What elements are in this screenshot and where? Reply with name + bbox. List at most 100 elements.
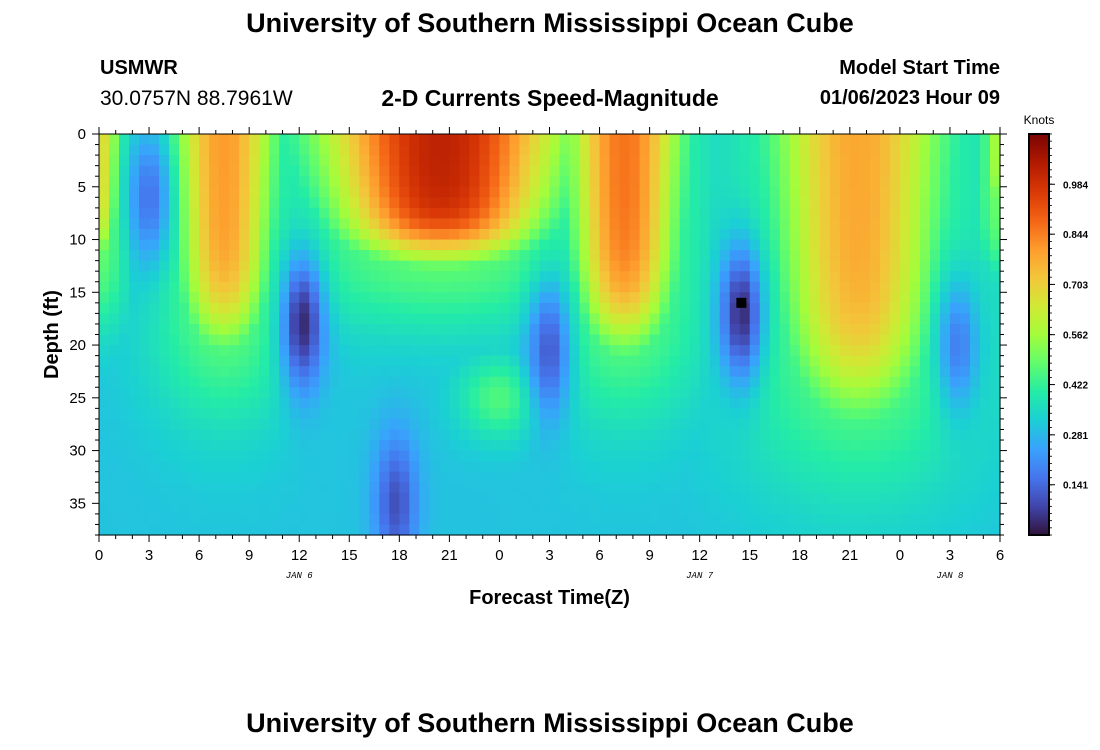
heat-cell (779, 144, 791, 156)
heat-cell (739, 134, 751, 146)
heat-cell (169, 440, 180, 452)
heat-cell (709, 165, 721, 177)
heat-cell (789, 376, 801, 388)
heat-cell (959, 524, 971, 536)
heat-cell (159, 281, 170, 293)
heat-cell (879, 513, 891, 526)
heat-cell (439, 503, 450, 515)
heat-cell (699, 471, 711, 483)
heat-cell (449, 228, 460, 241)
heat-cell (479, 482, 491, 494)
heat-cell (669, 250, 681, 262)
heat-cell (869, 292, 881, 304)
heat-cell (729, 186, 741, 198)
heat-cell (899, 513, 911, 526)
heat-cell (459, 397, 471, 409)
heat-cell (729, 482, 741, 494)
heat-cell (769, 387, 781, 399)
heat-cell (609, 387, 621, 399)
heat-cell (559, 429, 571, 441)
heat-cell (249, 302, 260, 314)
heat-cell (169, 250, 180, 262)
heat-cell (519, 176, 531, 188)
heat-cell (729, 176, 741, 188)
heat-cell (349, 155, 360, 167)
heat-cell (829, 302, 841, 314)
heat-cell (879, 355, 891, 367)
heat-cell (229, 482, 240, 494)
heat-cell (99, 176, 110, 188)
heat-cell (969, 239, 981, 251)
heat-cell (239, 387, 250, 399)
heat-cell (639, 176, 651, 188)
heat-cell (909, 524, 921, 536)
heat-cell (169, 482, 180, 494)
heat-cell (489, 302, 501, 314)
heat-cell (929, 165, 941, 177)
heat-cell (659, 376, 671, 388)
heat-cell (789, 513, 801, 526)
heat-cell (399, 260, 410, 272)
heat-cell (529, 134, 541, 146)
heat-cell (369, 366, 380, 378)
heat-cell (139, 355, 150, 367)
heat-cell (399, 408, 410, 420)
heat-cell (779, 503, 791, 515)
heat-cell (329, 260, 340, 272)
heat-cell (279, 440, 290, 452)
heat-cell (729, 144, 741, 156)
heat-cell (769, 302, 781, 314)
heat-cell (919, 218, 931, 230)
heat-cell (309, 144, 320, 156)
heat-cell (879, 397, 891, 409)
heat-cell (199, 271, 210, 283)
x-tick-label: 12 (291, 547, 308, 564)
heat-cell (949, 429, 961, 441)
heat-cell (169, 429, 180, 441)
heat-cell (959, 260, 971, 272)
heat-cell (629, 323, 641, 336)
heat-cell (649, 355, 661, 367)
heat-cell (409, 387, 420, 399)
heat-cell (919, 345, 931, 357)
heat-cell (899, 450, 911, 462)
heat-cell (949, 134, 961, 146)
heat-cell (799, 165, 811, 177)
heat-cell (249, 239, 260, 251)
heat-cell (419, 281, 430, 293)
heat-cell (209, 513, 220, 526)
y-tick-label: 15 (69, 284, 86, 301)
heat-cell (449, 355, 460, 367)
heat-cell (719, 144, 731, 156)
heat-cell (119, 271, 130, 283)
heat-cell (239, 302, 250, 314)
heat-cell (349, 397, 360, 409)
heat-cell (819, 345, 831, 357)
heat-cell (549, 250, 561, 262)
heat-cell (869, 302, 881, 314)
heat-cell (859, 408, 871, 420)
heat-cell (549, 366, 561, 378)
heat-cell (779, 250, 791, 262)
heat-cell (539, 513, 551, 526)
heat-cell (419, 503, 430, 515)
heat-cell (529, 165, 541, 177)
heat-cell (499, 334, 511, 346)
heat-cell (539, 482, 551, 494)
heat-cell (169, 461, 180, 473)
heat-cell (239, 450, 250, 462)
heat-cell (339, 366, 350, 378)
heat-cell (619, 461, 631, 473)
heat-cell (579, 334, 591, 346)
heat-cell (619, 323, 631, 336)
heat-cell (269, 197, 280, 209)
heat-cell (169, 281, 180, 293)
heat-cell (859, 387, 871, 399)
heat-cell (329, 397, 340, 409)
heat-cell (949, 461, 961, 473)
heat-cell (689, 260, 701, 272)
heat-cell (249, 197, 260, 209)
heat-cell (859, 281, 871, 293)
heat-cell (459, 239, 471, 251)
heat-cell (809, 397, 821, 409)
